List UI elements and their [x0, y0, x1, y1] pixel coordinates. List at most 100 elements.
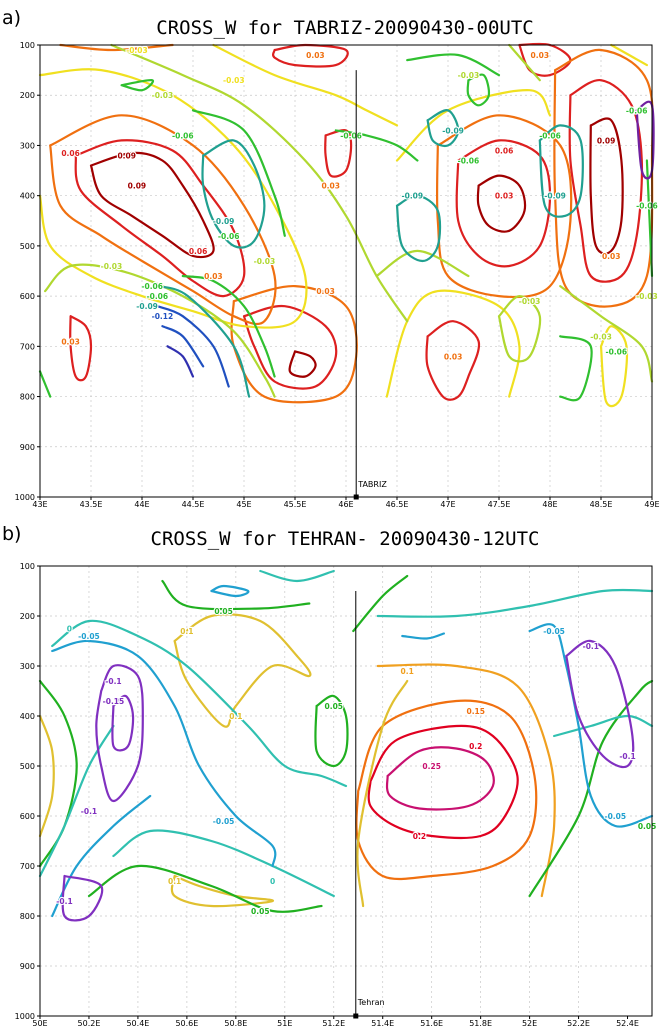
x-tick-label: 47.5E — [488, 500, 511, 509]
y-tick-label: 700 — [20, 342, 35, 351]
x-tick-label: 51.4E — [371, 1019, 394, 1028]
x-tick-label: 52.4E — [616, 1019, 639, 1028]
contour-label: -0.09 — [136, 302, 158, 311]
contour-label: -0.1 — [56, 897, 72, 906]
contour-line — [89, 151, 215, 259]
contour-line — [69, 315, 93, 382]
contour-label: 0.09 — [128, 182, 147, 191]
contour-line — [395, 89, 552, 162]
x-tick-label: 50E — [32, 1019, 47, 1028]
contour-label: -0.06 — [458, 157, 480, 166]
contour-label: -0.05 — [604, 812, 626, 821]
contour-line — [166, 345, 195, 378]
contour-label: -0.03 — [152, 91, 174, 100]
x-tick-label: 52E — [522, 1019, 537, 1028]
contour-line — [406, 53, 501, 77]
contour-line — [568, 79, 644, 283]
panel-b-station-marker — [353, 1013, 359, 1019]
contour-line — [385, 746, 495, 811]
panel-a-y-ticks: 100 200 300 400 500 600 700 800 900 1000 — [15, 41, 40, 502]
x-tick-label: 45E — [236, 500, 251, 509]
y-tick-label: 400 — [20, 192, 35, 201]
panel-a-contours — [38, 42, 655, 408]
panel-b-y-ticks: 100 200 300 400 500 600 700 800 900 1000 — [15, 562, 40, 1021]
contour-line — [61, 874, 104, 922]
contour-label: 0 — [270, 877, 275, 886]
contour-label: -0.03 — [519, 297, 541, 306]
contour-label: 0.03 — [321, 182, 340, 191]
contour-line — [395, 194, 442, 263]
contour-line — [476, 174, 527, 233]
contour-label: 0.1 — [401, 667, 414, 676]
contour-label: -0.09 — [442, 126, 464, 135]
contour-label: 0.03 — [602, 252, 621, 261]
contour-label: -0.06 — [172, 131, 194, 140]
contour-line — [334, 129, 419, 162]
contour-line — [589, 117, 624, 255]
x-tick-label: 47E — [440, 500, 455, 509]
contour-label: 0.03 — [444, 352, 463, 361]
contour-label: -0.06 — [626, 106, 648, 115]
contour-line — [38, 714, 55, 838]
contour-label: 0.2 — [413, 832, 426, 841]
contour-label: -0.1 — [105, 677, 121, 686]
contour-line — [565, 639, 635, 769]
contour-line — [610, 43, 648, 67]
contour-line — [111, 694, 135, 752]
panel-b-x-ticks: 50E 50.2E 50.4E 50.6E 50.8E 51E 51.2E 51.4E 51.6… — [32, 1016, 639, 1028]
contour-label: -0.1 — [619, 752, 635, 761]
contour-label: -0.12 — [152, 312, 174, 321]
contour-label: 0.06 — [495, 146, 514, 155]
y-tick-label: 500 — [20, 242, 35, 251]
panel-b-title: CROSS_W for TEHRAN- 20090430-12UTC — [151, 528, 540, 550]
contour-line — [156, 285, 251, 398]
contour-line — [95, 664, 144, 803]
x-tick-label: 50.8E — [224, 1019, 247, 1028]
contour-label: 0.05 — [214, 607, 233, 616]
x-tick-label: 43.5E — [80, 500, 103, 509]
contour-line — [173, 613, 312, 728]
contour-line — [455, 139, 552, 268]
y-tick-label: 200 — [20, 612, 35, 621]
contour-line — [559, 285, 654, 383]
contour-label: 0.1 — [168, 877, 181, 886]
contour-line — [38, 370, 52, 398]
x-tick-label: 48E — [542, 500, 557, 509]
contour-line — [181, 274, 276, 378]
contour-label: 0.1 — [229, 712, 242, 721]
contour-line — [528, 679, 654, 898]
contour-label: -0.03 — [636, 292, 658, 301]
panel-b-contour-labels: -0.15 -0.1 -0.05 -0.1 -0.05 -0.1 0.1 0.1 0.1 0.05… — [55, 606, 657, 917]
contour-label: 0.1 — [180, 627, 193, 636]
contour-label: -0.06 — [141, 282, 163, 291]
contour-line — [324, 128, 353, 178]
panel-a-label: a) — [2, 7, 21, 29]
contour-line — [528, 623, 654, 828]
contour-label: 0.03 — [316, 287, 335, 296]
contour-label: 0.09 — [117, 151, 136, 160]
y-tick-label: 1000 — [15, 493, 35, 502]
contour-line — [426, 109, 460, 148]
contour-label: -0.03 — [101, 262, 123, 271]
contour-label: -0.15 — [103, 697, 125, 706]
contour-label: -0.09 — [401, 192, 423, 201]
contour-line — [553, 714, 654, 738]
contour-line — [59, 43, 174, 52]
contour-label: -0.05 — [213, 817, 235, 826]
contour-line — [38, 68, 308, 329]
contour-label: 0.15 — [466, 707, 485, 716]
contour-line — [376, 588, 654, 618]
contour-label: 0.25 — [422, 762, 441, 771]
x-tick-label: 48.5E — [590, 500, 613, 509]
contour-line — [74, 139, 246, 298]
contour-line — [259, 569, 335, 583]
contour-label: -0.06 — [636, 202, 658, 211]
contour-line — [367, 724, 519, 839]
panel-b-label: b) — [2, 523, 21, 545]
x-tick-label: 50.4E — [126, 1019, 149, 1028]
contour-label: -0.03 — [223, 76, 245, 85]
x-tick-label: 50.2E — [78, 1019, 101, 1028]
contour-line — [288, 350, 317, 378]
contour-label: 0.06 — [189, 247, 208, 256]
contour-line — [51, 619, 348, 788]
